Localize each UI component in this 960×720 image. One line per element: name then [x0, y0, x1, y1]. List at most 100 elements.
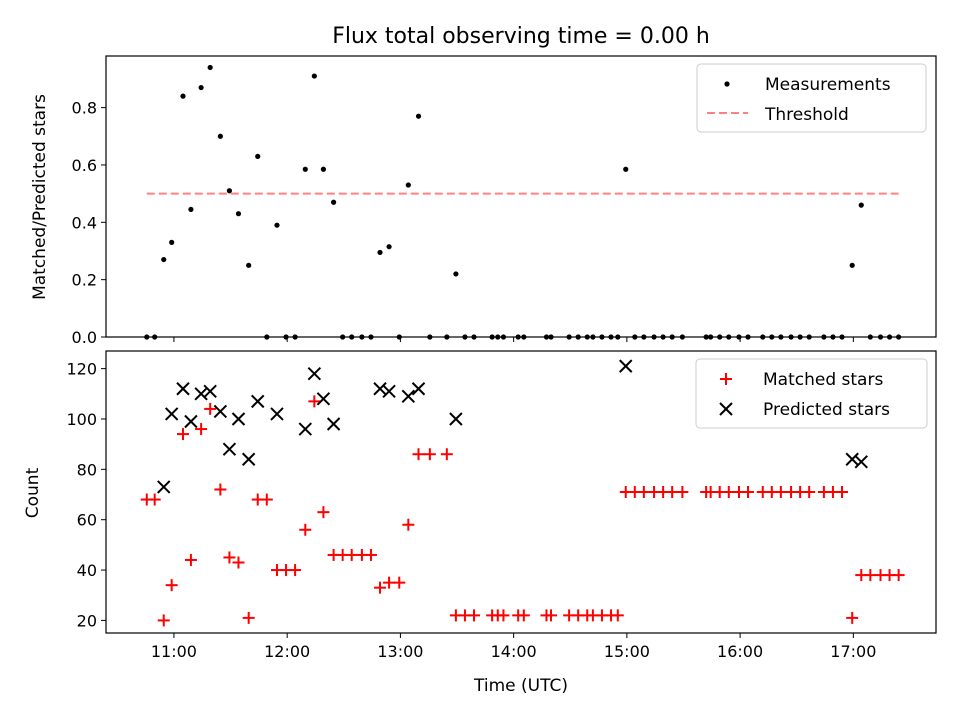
predicted-star-stroke	[316, 392, 331, 406]
predicted-star-stroke	[157, 480, 171, 494]
predicted-star-point	[401, 389, 416, 404]
matched-star-point	[676, 486, 689, 498]
matched-star-point	[195, 423, 208, 436]
predicted-star-point	[184, 414, 198, 429]
matched-star-point	[383, 576, 396, 589]
matched-star-point	[204, 402, 217, 415]
legend-measurements-marker	[724, 81, 730, 87]
matched-star-point	[774, 486, 787, 498]
matched-star-point	[165, 579, 178, 592]
top-legend-box	[696, 63, 927, 133]
matched-star-point	[223, 551, 236, 564]
matched-star-point	[440, 448, 453, 461]
predicted-star-point	[157, 480, 171, 494]
predicted-star-stroke	[373, 382, 387, 396]
matched-star-point	[637, 486, 650, 498]
matched-star-point	[289, 564, 302, 577]
x-tick-label: 11:00	[151, 642, 197, 661]
predicted-star-point	[411, 382, 426, 396]
predicted-star-point	[845, 452, 859, 466]
matched-star-point	[148, 493, 161, 506]
measurement-point	[302, 166, 308, 172]
top-y-ticks: 0.0 0.2 0.4 0.6 0.8	[72, 99, 106, 347]
matched-star-point	[836, 486, 849, 498]
matched-star-point	[412, 448, 425, 461]
bottom-y-ticks: 20 40 60 80 100 120	[66, 360, 106, 630]
measurement-point	[405, 182, 411, 188]
bottom-y-axis-label: Count	[23, 467, 43, 518]
measurement-point	[235, 211, 242, 217]
matched-star-point	[864, 569, 877, 582]
measurement-point	[415, 113, 422, 119]
chart-title: Flux total observing time = 0.00 h	[332, 24, 710, 49]
x-tick-label: 14:00	[491, 642, 537, 661]
matched-star-point	[176, 428, 189, 441]
measurement-point	[386, 244, 392, 250]
top-y-tick-label: 0.0	[72, 328, 97, 347]
bottom-y-tick-label: 60	[77, 511, 97, 530]
matched-star-point	[402, 518, 415, 531]
predicted-star-stroke	[298, 422, 312, 436]
matched-star-point	[242, 611, 255, 624]
matched-star-point	[722, 486, 735, 498]
predicted-star-stroke	[411, 382, 426, 396]
x-tick-label: 17:00	[830, 642, 876, 661]
matched-star-point	[364, 548, 377, 561]
matched-star-point	[468, 609, 481, 622]
legend-threshold-label: Threshold	[764, 105, 849, 125]
measurement-point	[274, 222, 280, 228]
measurement-point	[161, 256, 167, 263]
matched-star-point	[545, 609, 558, 622]
predicted-star-point	[449, 412, 463, 426]
x-tick-label: 15:00	[604, 642, 650, 661]
matched-star-point	[611, 609, 624, 622]
matched-star-point	[299, 523, 312, 536]
bottom-x-ticks: 11:00 12:00 13:00 14:00 15:00 16:00 17:00	[151, 633, 876, 661]
bottom-y-tick-label: 120	[66, 360, 97, 379]
legend-matched-marker	[720, 373, 732, 385]
predicted-star-stroke	[231, 412, 246, 426]
measurement-point	[453, 271, 459, 277]
bottom-data-layer	[140, 359, 905, 627]
bottom-legend-box	[695, 358, 928, 429]
bottom-plot-frame	[105, 350, 937, 634]
measurement-point	[330, 199, 337, 205]
predicted-star-point	[298, 422, 312, 436]
top-y-axis-label: Matched/Predicted stars	[30, 94, 50, 300]
predicted-star-point	[222, 442, 237, 456]
predicted-star-stroke	[203, 384, 217, 398]
predicted-star-stroke	[164, 407, 179, 421]
bottom-legend: Matched stars Predicted stars	[695, 358, 928, 429]
predicted-star-stroke	[184, 414, 198, 429]
measurement-point	[623, 166, 629, 172]
matched-star-point	[803, 486, 816, 498]
matched-star-point	[184, 553, 197, 566]
top-y-tick-label: 0.8	[72, 99, 97, 118]
predicted-star-stroke	[619, 359, 633, 373]
predicted-star-stroke	[401, 389, 416, 404]
predicted-star-point	[203, 384, 217, 398]
measurement-point	[169, 239, 175, 245]
x-tick-label: 13:00	[377, 642, 423, 661]
predicted-star-point	[619, 359, 633, 373]
measurement-point	[377, 249, 383, 256]
top-y-tick-label: 0.6	[72, 156, 97, 175]
top-data-layer	[144, 64, 902, 340]
predicted-star-point	[316, 392, 331, 406]
predicted-star-point	[241, 452, 256, 466]
predicted-star-stroke	[251, 394, 265, 409]
predicted-star-stroke	[222, 442, 237, 456]
measurement-point	[217, 133, 223, 139]
bottom-y-tick-label: 100	[66, 410, 97, 429]
measurement-point	[858, 202, 864, 208]
predicted-star-point	[176, 382, 190, 396]
matched-star-point	[423, 448, 436, 461]
legend-predicted-label: Predicted stars	[763, 400, 890, 420]
predicted-star-point	[251, 394, 265, 409]
legend-measurements-label: Measurements	[765, 75, 891, 95]
panel-top: 0.00.20.40.60.8 Matched/Predicted stars …	[30, 55, 937, 347]
matched-star-point	[497, 609, 510, 622]
matched-star-point	[374, 581, 387, 594]
matched-star-point	[666, 486, 679, 498]
bottom-y-tick-label: 40	[77, 561, 97, 580]
